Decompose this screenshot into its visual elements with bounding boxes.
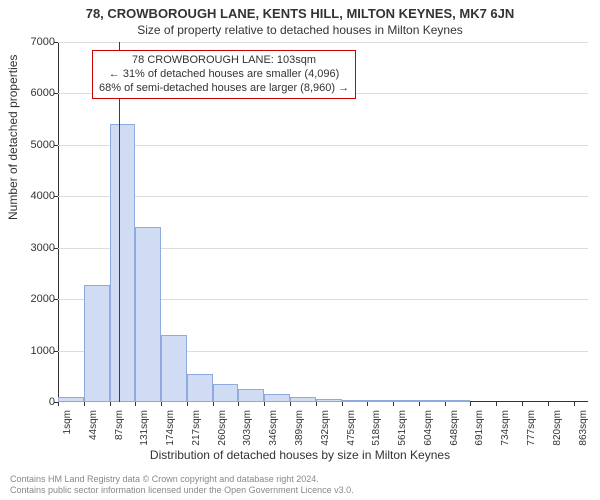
x-tick-mark (110, 402, 111, 406)
x-tick-mark (264, 402, 265, 406)
y-tick-mark (54, 42, 58, 43)
x-tick-mark (367, 402, 368, 406)
histogram-bar (419, 400, 445, 402)
x-tick-mark (316, 402, 317, 406)
x-tick-mark (445, 402, 446, 406)
histogram-bar (264, 394, 290, 402)
y-tick-label: 0 (5, 396, 55, 408)
y-axis-line (58, 42, 59, 402)
footer-line1: Contains HM Land Registry data © Crown c… (10, 474, 354, 485)
footer: Contains HM Land Registry data © Crown c… (10, 474, 354, 496)
annotation-line1: 78 CROWBOROUGH LANE: 103sqm (99, 54, 349, 68)
y-tick-mark (54, 351, 58, 352)
x-tick-mark (419, 402, 420, 406)
x-tick-mark (342, 402, 343, 406)
y-tick-label: 7000 (5, 36, 55, 48)
grid-line (58, 145, 588, 146)
x-tick-mark (290, 402, 291, 406)
histogram-bar (290, 397, 316, 402)
x-tick-mark (574, 402, 575, 406)
histogram-bar (393, 400, 419, 402)
x-tick-mark (548, 402, 549, 406)
x-tick-mark (470, 402, 471, 406)
chart-container: 78, CROWBOROUGH LANE, KENTS HILL, MILTON… (0, 0, 600, 500)
y-tick-label: 4000 (5, 190, 55, 202)
chart-subtitle: Size of property relative to detached ho… (0, 21, 600, 37)
x-tick-mark (135, 402, 136, 406)
histogram-bar (187, 374, 213, 402)
histogram-bar (367, 400, 393, 402)
y-tick-label: 5000 (5, 139, 55, 151)
annotation-box: 78 CROWBOROUGH LANE: 103sqm ← 31% of det… (92, 50, 356, 99)
grid-line (58, 42, 588, 43)
x-tick-mark (58, 402, 59, 406)
y-tick-label: 3000 (5, 242, 55, 254)
x-axis-title: Distribution of detached houses by size … (0, 448, 600, 462)
histogram-bar (342, 400, 368, 402)
y-tick-label: 6000 (5, 87, 55, 99)
y-tick-mark (54, 299, 58, 300)
y-tick-label: 1000 (5, 345, 55, 357)
histogram-bar (316, 399, 342, 402)
footer-line2: Contains public sector information licen… (10, 485, 354, 496)
x-tick-mark (522, 402, 523, 406)
x-tick-mark (213, 402, 214, 406)
x-tick-mark (393, 402, 394, 406)
y-tick-mark (54, 248, 58, 249)
y-tick-mark (54, 196, 58, 197)
histogram-bar (445, 400, 471, 402)
grid-line (58, 196, 588, 197)
histogram-bar (161, 335, 187, 402)
plot-area: 78 CROWBOROUGH LANE: 103sqm ← 31% of det… (58, 42, 588, 402)
annotation-line2: ← 31% of detached houses are smaller (4,… (99, 68, 349, 82)
chart-title: 78, CROWBOROUGH LANE, KENTS HILL, MILTON… (0, 0, 600, 21)
x-tick-mark (161, 402, 162, 406)
y-tick-mark (54, 145, 58, 146)
histogram-bar (135, 227, 161, 402)
x-tick-mark (84, 402, 85, 406)
annotation-line3: 68% of semi-detached houses are larger (… (99, 82, 349, 96)
x-tick-mark (496, 402, 497, 406)
y-tick-mark (54, 402, 58, 403)
histogram-bar (84, 285, 110, 402)
histogram-bar (213, 384, 239, 402)
x-tick-mark (187, 402, 188, 406)
histogram-bar (238, 389, 264, 402)
histogram-bar (58, 397, 84, 402)
y-tick-mark (54, 93, 58, 94)
x-tick-mark (238, 402, 239, 406)
histogram-bar (110, 124, 136, 402)
y-tick-label: 2000 (5, 293, 55, 305)
